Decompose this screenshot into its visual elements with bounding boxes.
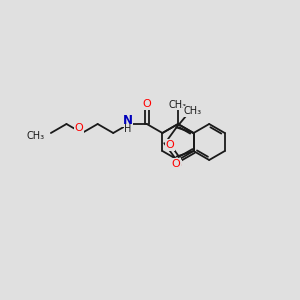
- Text: CH₃: CH₃: [169, 100, 187, 110]
- Text: O: O: [166, 140, 174, 150]
- Text: CH₃: CH₃: [183, 106, 202, 116]
- Text: N: N: [123, 113, 133, 127]
- Text: O: O: [75, 123, 83, 133]
- Text: O: O: [172, 161, 182, 171]
- Text: O: O: [171, 159, 180, 169]
- Text: CH₃: CH₃: [27, 131, 45, 141]
- Text: H: H: [124, 124, 131, 134]
- Text: O: O: [142, 99, 151, 109]
